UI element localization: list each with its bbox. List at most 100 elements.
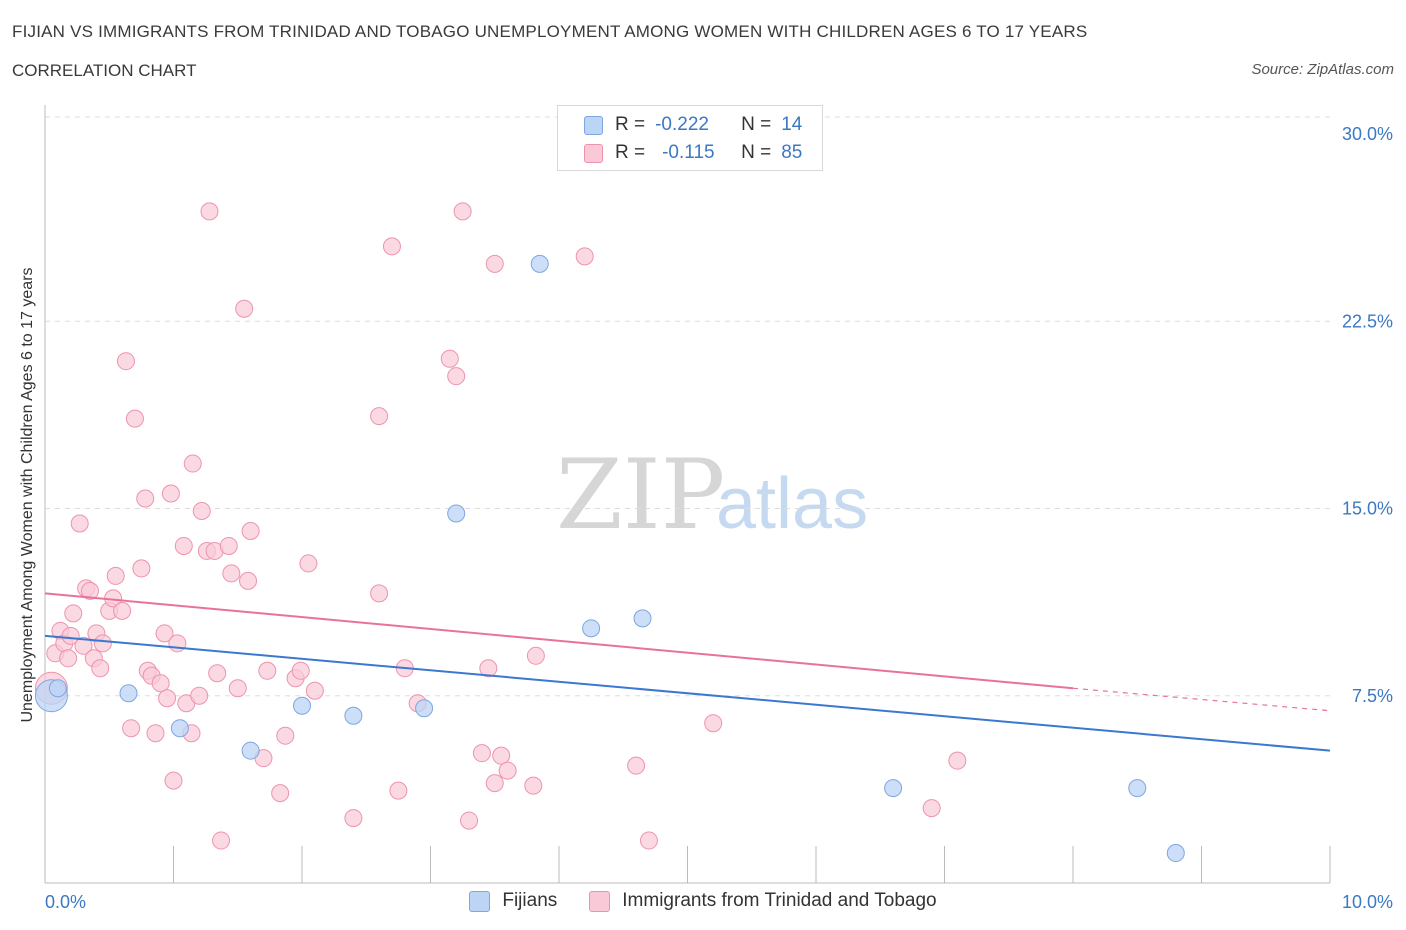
trend-lines [44, 592, 1331, 752]
fijian-point[interactable] [633, 609, 652, 628]
legend-label-fijians: Fijians [502, 890, 558, 911]
trinidad-point[interactable] [151, 674, 170, 693]
x-tick-label: 10.0% [1342, 892, 1393, 912]
series-legend: Fijians Immigrants from Trinidad and Tob… [0, 890, 1406, 912]
trinidad-point[interactable] [222, 564, 241, 583]
fijian-point[interactable] [170, 719, 189, 738]
fijian-point[interactable] [447, 504, 466, 523]
trinidad-swatch [584, 143, 603, 163]
trinidad-point[interactable] [453, 202, 472, 221]
trinidad-point[interactable] [158, 689, 177, 708]
trinidad-point[interactable] [485, 774, 504, 793]
trinidad-point[interactable] [59, 649, 78, 668]
trinidad-point[interactable] [146, 724, 165, 743]
fijians-swatch [584, 115, 603, 135]
trinidad-point[interactable] [200, 202, 219, 221]
trinidad-point[interactable] [125, 409, 144, 428]
n-label: N = [741, 114, 772, 135]
watermark-atlas: atlas [716, 464, 868, 544]
fijian-point[interactable] [1128, 779, 1147, 798]
legend-item-trinidad[interactable]: Immigrants from Trinidad and Tobago [589, 890, 937, 912]
fijian-point[interactable] [1166, 844, 1185, 863]
fijian-point[interactable] [119, 684, 138, 703]
trinidad-point[interactable] [64, 604, 83, 623]
fijian-points [34, 254, 1185, 863]
y-tick-label: 22.5% [1342, 311, 1393, 331]
fijian-point[interactable] [293, 696, 311, 715]
trinidad-point[interactable] [370, 584, 389, 603]
trinidad-point[interactable] [389, 781, 408, 800]
trinidad-point[interactable] [460, 811, 479, 830]
trinidad-point[interactable] [70, 514, 89, 533]
trinidad-point[interactable] [161, 484, 180, 503]
fijian-point[interactable] [48, 679, 67, 698]
trinidad-point[interactable] [208, 664, 227, 683]
trinidad-point[interactable] [299, 554, 318, 573]
trinidad-point[interactable] [639, 831, 658, 850]
trinidad-point[interactable] [91, 659, 110, 678]
trinidad-point[interactable] [704, 714, 723, 733]
fijian-point[interactable] [415, 699, 434, 718]
trinidad-point[interactable] [526, 646, 545, 665]
trinidad-point[interactable] [136, 489, 155, 508]
trinidad-point[interactable] [164, 771, 183, 790]
trinidad-point[interactable] [271, 784, 290, 803]
trinidad-point[interactable] [479, 659, 498, 678]
trinidad-point[interactable] [228, 679, 247, 698]
trinidad-point[interactable] [219, 536, 238, 555]
fijian-point[interactable] [530, 254, 549, 273]
fijians-swatch [469, 890, 491, 912]
trinidad-point[interactable] [174, 536, 193, 555]
trinidad-point[interactable] [241, 521, 260, 540]
fijian-point[interactable] [241, 741, 260, 760]
trinidad-point[interactable] [116, 352, 135, 371]
trinidad-point[interactable] [344, 809, 363, 828]
trinidad-point[interactable] [122, 719, 141, 738]
legend-item-fijians[interactable]: Fijians [469, 890, 557, 912]
fijian-point[interactable] [582, 619, 601, 638]
trinidad-point[interactable] [61, 626, 80, 645]
trinidad-point[interactable] [212, 831, 231, 850]
trinidad-trend-line [44, 592, 1074, 690]
trinidad-point[interactable] [276, 726, 295, 745]
trinidad-point[interactable] [192, 501, 211, 520]
trinidad-point[interactable] [155, 624, 174, 643]
trinidad-point[interactable] [472, 744, 491, 763]
trinidad-point[interactable] [183, 454, 202, 473]
trinidad-point[interactable] [291, 661, 310, 680]
trinidad-point[interactable] [948, 751, 967, 770]
trinidad-point[interactable] [74, 636, 93, 655]
trinidad-point[interactable] [370, 407, 389, 426]
fijian-point[interactable] [344, 706, 363, 725]
trinidad-point[interactable] [498, 761, 517, 780]
trinidad-point[interactable] [492, 746, 511, 765]
tick-labels: 7.5% 15.0% 22.5% 30.0% 0.0% 10.0% [45, 124, 1393, 912]
n-value: 85 [781, 142, 803, 163]
fijian-point[interactable] [884, 779, 903, 798]
trinidad-point[interactable] [258, 661, 277, 680]
trinidad-point[interactable] [113, 601, 132, 620]
trinidad-point[interactable] [235, 299, 254, 318]
trinidad-point[interactable] [190, 686, 209, 705]
trinidad-point[interactable] [524, 776, 543, 795]
trinidad-point[interactable] [80, 581, 99, 600]
grid-lines [45, 116, 1330, 697]
trinidad-point[interactable] [485, 254, 504, 273]
trinidad-point[interactable] [382, 237, 401, 256]
trinidad-point[interactable] [132, 559, 151, 578]
trinidad-point[interactable] [93, 634, 112, 653]
fijians-trend-line [44, 634, 1331, 752]
source-credit: Source: ZipAtlas.com [1251, 61, 1394, 78]
chart-title: FIJIAN VS IMMIGRANTS FROM TRINIDAD AND T… [12, 22, 1088, 41]
trinidad-point[interactable] [627, 756, 646, 775]
trinidad-point[interactable] [440, 349, 459, 368]
r-value: -0.115 [662, 142, 715, 163]
trinidad-point[interactable] [922, 799, 941, 818]
trinidad-point[interactable] [106, 566, 125, 585]
r-label: R = [615, 142, 646, 163]
trinidad-point[interactable] [447, 367, 466, 386]
trinidad-point[interactable] [168, 634, 187, 653]
trinidad-point[interactable] [575, 247, 594, 266]
trinidad-point[interactable] [239, 571, 258, 590]
trinidad-point[interactable] [305, 681, 324, 700]
